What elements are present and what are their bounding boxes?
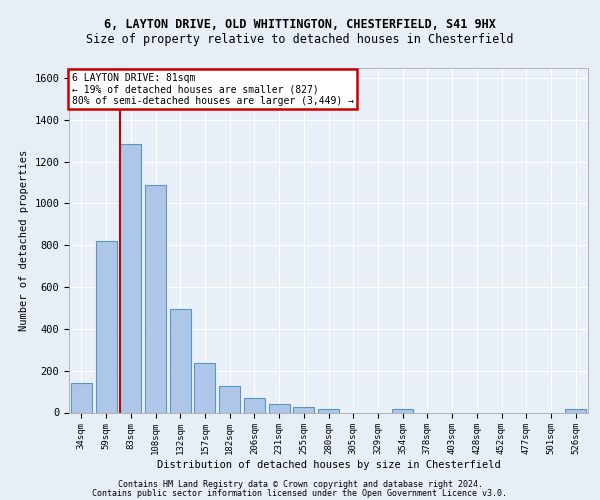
Bar [269,404,290,412]
Text: Contains HM Land Registry data © Crown copyright and database right 2024.: Contains HM Land Registry data © Crown c… [118,480,482,489]
Bar [71,383,92,412]
Bar [145,184,166,412]
Bar [244,398,265,412]
Bar [565,410,586,412]
Text: 6 LAYTON DRIVE: 81sqm
← 19% of detached houses are smaller (827)
80% of semi-det: 6 LAYTON DRIVE: 81sqm ← 19% of detached … [71,72,353,106]
Bar [170,309,191,412]
Text: Contains public sector information licensed under the Open Government Licence v3: Contains public sector information licen… [92,489,508,498]
Text: 6, LAYTON DRIVE, OLD WHITTINGTON, CHESTERFIELD, S41 9HX: 6, LAYTON DRIVE, OLD WHITTINGTON, CHESTE… [104,18,496,30]
Bar [120,144,141,412]
Bar [392,410,413,412]
X-axis label: Distribution of detached houses by size in Chesterfield: Distribution of detached houses by size … [157,460,500,470]
Bar [318,409,339,412]
Y-axis label: Number of detached properties: Number of detached properties [19,150,29,330]
Bar [293,406,314,412]
Bar [219,386,240,412]
Text: Size of property relative to detached houses in Chesterfield: Size of property relative to detached ho… [86,32,514,46]
Bar [194,362,215,412]
Bar [95,241,116,412]
